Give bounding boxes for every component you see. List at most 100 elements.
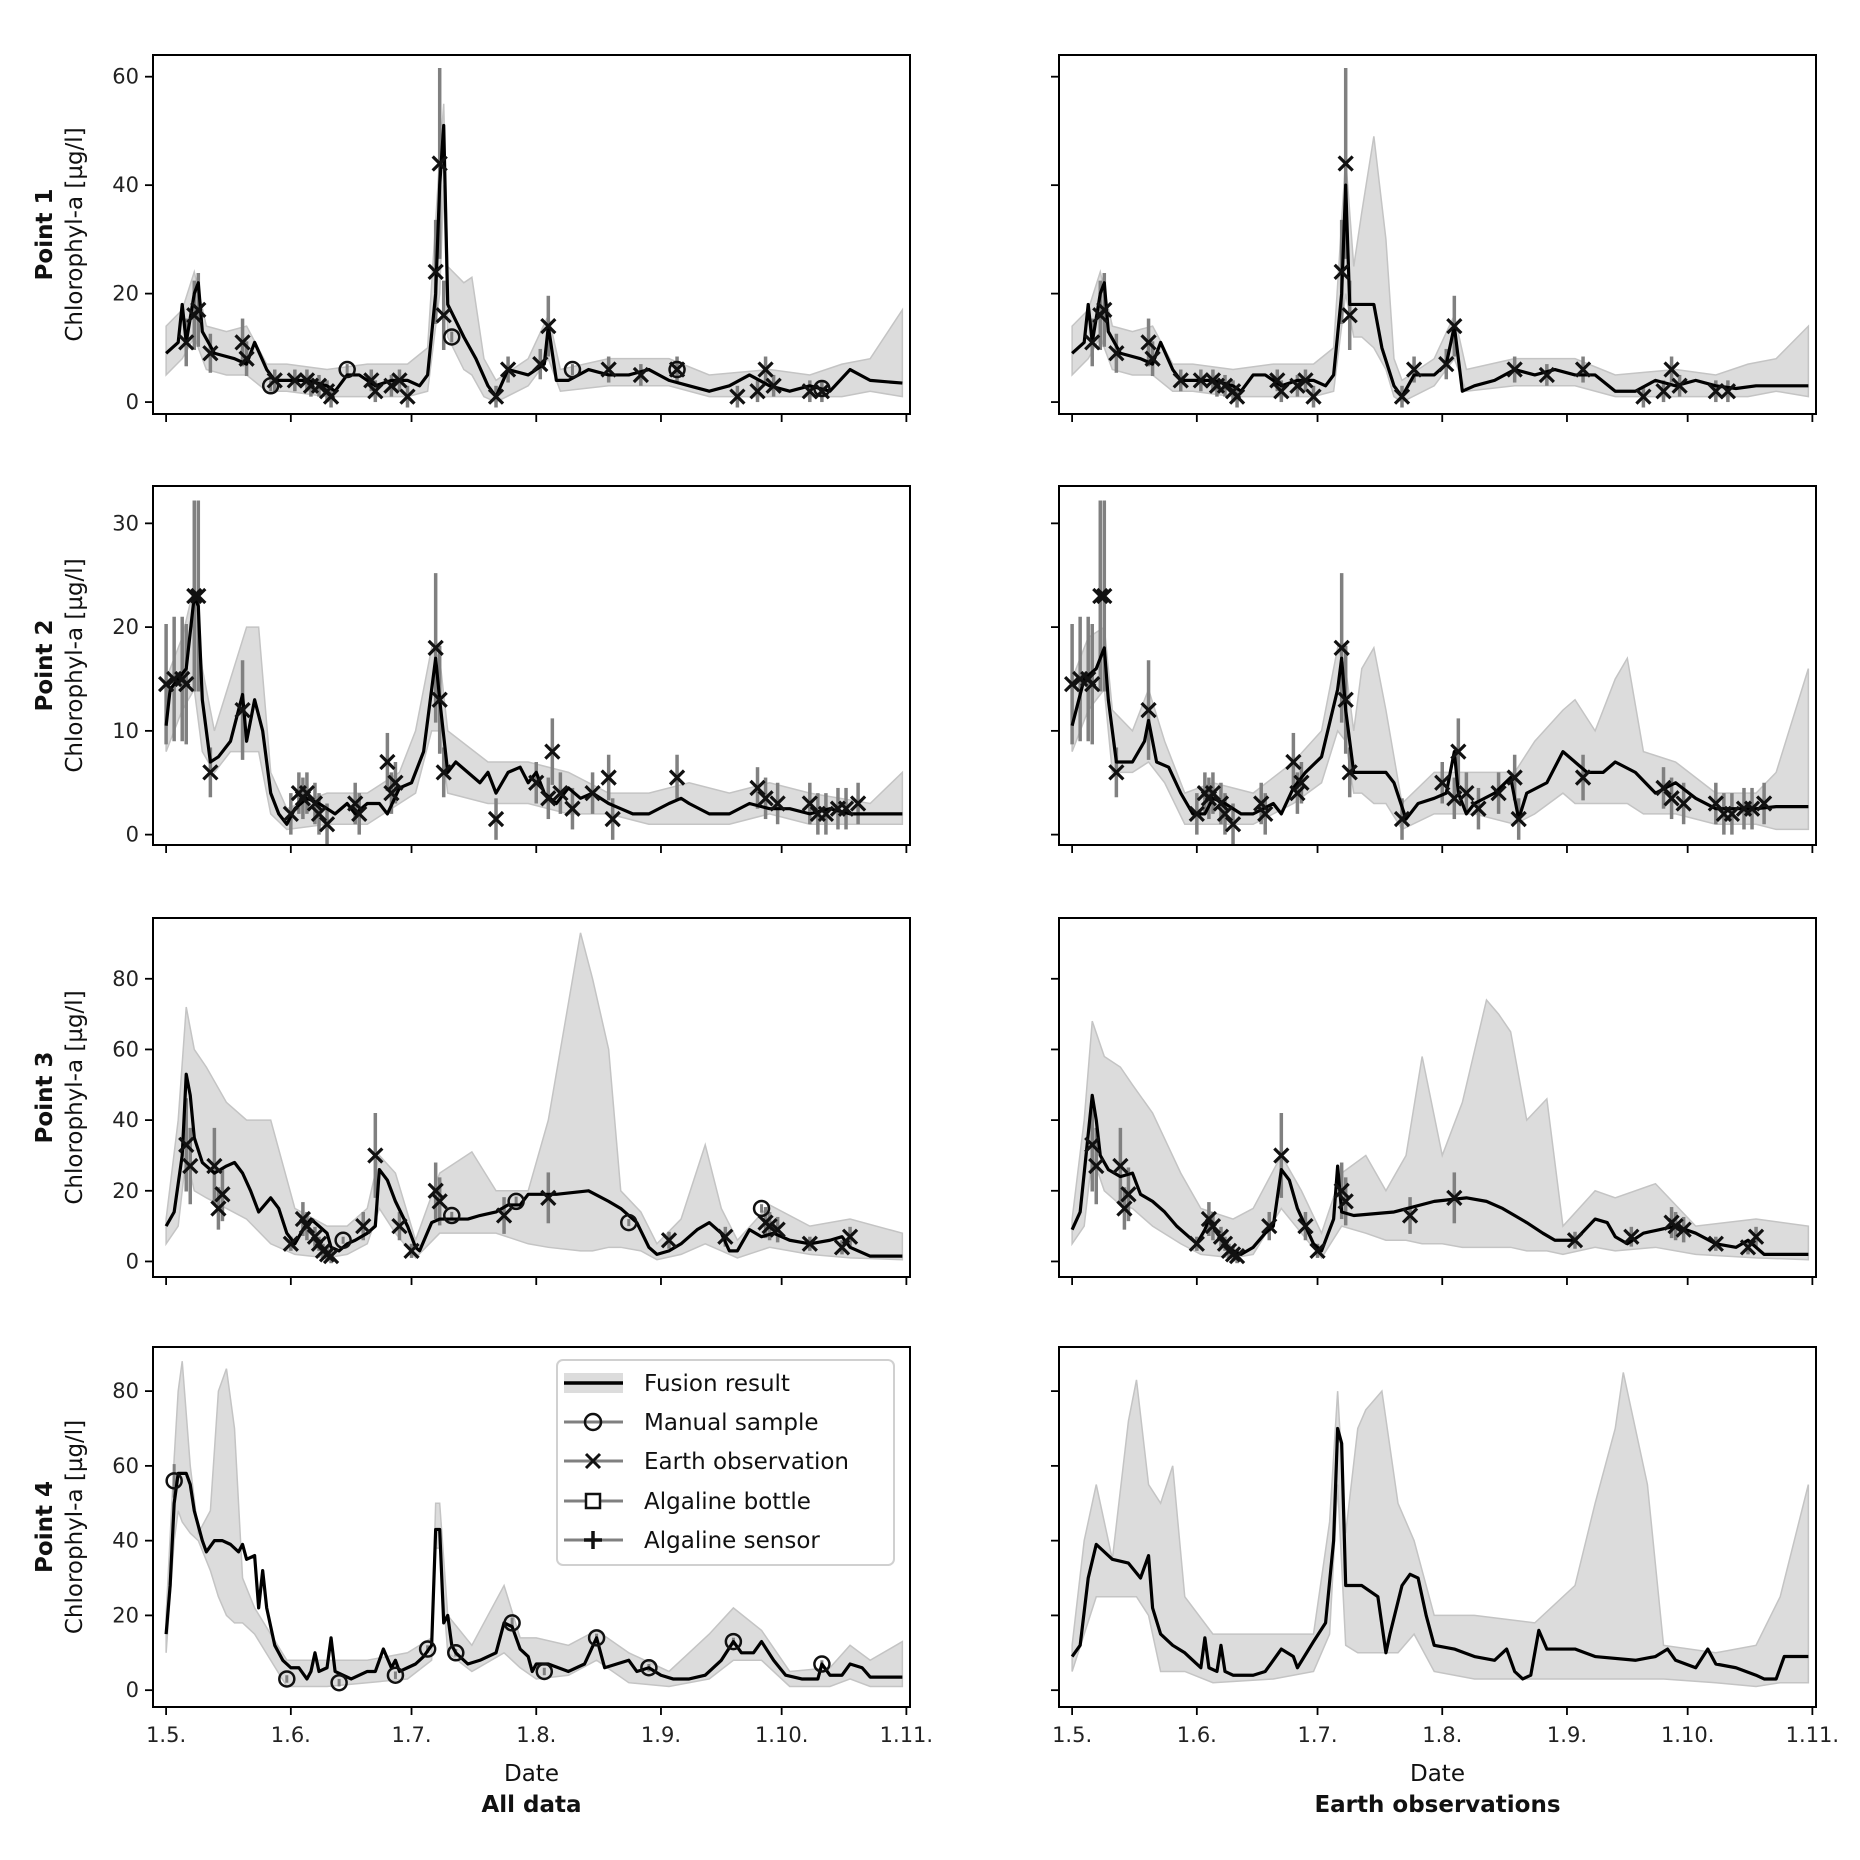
earth-observation-marker (1188, 1235, 1205, 1252)
earth-observation-marker (1446, 790, 1463, 807)
manual-sample-marker (587, 1629, 606, 1647)
earth-observation-marker (234, 701, 251, 719)
axes-frame (1058, 1346, 1817, 1708)
manual-sample-marker (338, 360, 356, 379)
plot-area (1070, 1372, 1810, 1688)
uncertainty-band (1071, 1372, 1810, 1688)
earth-observation-marker (487, 388, 505, 405)
legend-label: Earth observation (644, 1449, 849, 1475)
earth-observation-marker (1755, 795, 1773, 812)
panel-1-all-data: 0 20 40 60 Point 1 Chlorophyl-a [µg/l] (32, 54, 911, 422)
x-marker-icon (584, 1452, 602, 1470)
earth-observation-marker (1574, 769, 1592, 786)
earth-observation-marker (1204, 1217, 1222, 1235)
x-tick-label: 1.8. (1422, 1723, 1462, 1747)
earth-observation-marker (1096, 587, 1113, 605)
earth-observation-marker (190, 587, 207, 605)
earth-observation-marker (495, 1207, 513, 1224)
legend-entry-earth-observation: Earth observation (564, 1449, 849, 1475)
earth-observation-marker (1289, 377, 1306, 394)
axes-frame (152, 485, 911, 846)
panel-1-earth-observations (1051, 54, 1817, 422)
y-tick-label: 0 (126, 1249, 139, 1273)
axes-frame (1058, 485, 1817, 846)
point-label: Point 3 (32, 1052, 58, 1144)
earth-observation-marker (1446, 1189, 1463, 1206)
fusion-line (164, 1072, 903, 1258)
legend-label: Algaline bottle (644, 1489, 811, 1515)
earth-observation-marker (1084, 1136, 1101, 1153)
earth-observation-marker (749, 383, 766, 400)
y-tick-label: 20 (112, 615, 139, 639)
panel-4-earth-observations: 1.5. 1.6. 1.7. 1.8. 1.9. 1.10. 1.11. Date Earth … (1051, 1346, 1839, 1818)
earth-observation-marker (383, 377, 400, 394)
earth-observation-marker (1092, 587, 1109, 605)
point-label: Point 2 (32, 620, 58, 712)
earth-observation-marker (214, 1186, 231, 1203)
earth-observation-marker (1140, 701, 1157, 719)
x-tick-label: 1.6. (271, 1723, 311, 1747)
earth-observation-marker (817, 805, 835, 823)
column-title: All data (481, 1792, 581, 1818)
y-tick-label: 20 (112, 282, 139, 306)
manual-sample-marker (334, 1231, 352, 1250)
x-tick-label: 1.6. (1177, 1723, 1217, 1747)
earth-observation-marker (1675, 795, 1692, 812)
manual-sample-marker (443, 328, 461, 346)
earth-observation-marker (427, 263, 444, 281)
y-axis-label: Chlorophyl-a [µg/l] (62, 558, 88, 772)
earth-observation-marker (1723, 805, 1741, 823)
fusion-line (1070, 646, 1809, 821)
earth-observation-marker (1337, 691, 1354, 708)
earth-observation-marker (1063, 676, 1081, 693)
legend-label: Fusion result (644, 1371, 790, 1397)
earth-observation-marker (837, 800, 855, 817)
manual-sample-marker (443, 1206, 461, 1225)
earth-observation-marker (282, 1235, 299, 1252)
x-axis-label: Date (1410, 1761, 1465, 1787)
earth-observation-marker (1434, 774, 1451, 791)
earth-observation-marker (1707, 1235, 1724, 1252)
manual-sample-marker (813, 1655, 831, 1673)
earth-observation-marker (757, 790, 774, 807)
y-tick-label: 60 (112, 65, 139, 89)
legend: Fusion result Manual sample Earth observ… (556, 1359, 895, 1566)
earth-observation-marker (1108, 345, 1125, 362)
earth-observation-marker (202, 764, 219, 781)
x-tick-label: 1.10. (1661, 1723, 1714, 1747)
plot-area (165, 68, 904, 408)
manual-sample-marker (418, 1640, 437, 1658)
earth-observation-marker (1663, 361, 1680, 378)
y-tick-label: 40 (112, 1108, 139, 1132)
earth-observation-marker (310, 805, 328, 823)
earth-observation-marker (1261, 1217, 1278, 1235)
earth-observation-marker (435, 764, 452, 781)
earth-observation-marker (604, 810, 621, 828)
earth-observation-marker (749, 779, 766, 797)
x-tick-label: 1.7. (1297, 1723, 1337, 1747)
plot-area (1070, 998, 1810, 1265)
earth-observation-marker (532, 355, 549, 373)
earth-observation-marker (584, 784, 601, 802)
y-tick-label: 0 (126, 1678, 139, 1702)
earth-observation-marker (841, 1228, 859, 1245)
earth-observation-marker (849, 795, 867, 812)
earth-observation-marker (403, 1242, 420, 1259)
earth-observation-marker (306, 795, 324, 812)
earth-observation-marker (1096, 301, 1113, 319)
earth-observation-marker (322, 388, 340, 405)
plot-area (164, 1361, 904, 1692)
earth-observation-marker (379, 753, 396, 771)
earth-observation-marker (1088, 1157, 1105, 1175)
panel-3-earth-observations (1051, 917, 1817, 1285)
earth-observation-marker (1655, 383, 1672, 400)
earth-observation-marker (1450, 743, 1467, 760)
earth-observation-marker (399, 388, 416, 405)
manual-sample-marker (278, 1670, 296, 1688)
earth-observation-marker (1144, 350, 1161, 367)
earth-observation-marker (1297, 1217, 1314, 1235)
earth-observation-marker (1309, 1242, 1326, 1259)
x-tick-label: 1.11. (880, 1723, 933, 1747)
manual-sample-marker (386, 1666, 405, 1684)
earth-observation-marker (383, 784, 400, 802)
